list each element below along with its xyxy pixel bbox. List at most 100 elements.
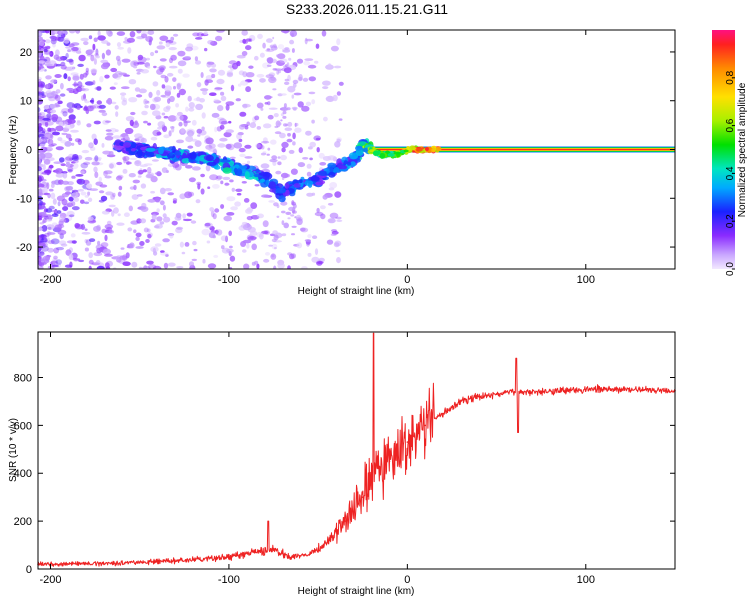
noise-blob (260, 107, 264, 111)
noise-blob (162, 238, 170, 243)
noise-blob (145, 57, 150, 61)
noise-blob (159, 58, 167, 62)
noise-blob (159, 221, 165, 225)
noise-blob (65, 52, 69, 59)
noise-blob (196, 96, 201, 102)
noise-blob (96, 265, 105, 269)
noise-blob (173, 33, 179, 37)
noise-blob (90, 146, 96, 151)
noise-blob (291, 32, 294, 38)
noise-blob (145, 100, 150, 104)
noise-blob (200, 72, 204, 78)
noise-blob (242, 239, 252, 244)
noise-blob (208, 147, 217, 152)
noise-blob (51, 114, 59, 121)
noise-blob (168, 47, 177, 51)
noise-blob (265, 252, 270, 256)
noise-blob (38, 133, 45, 138)
y-tick-label: 200 (14, 516, 32, 528)
noise-blob (99, 76, 104, 83)
ridge-blob (349, 161, 356, 168)
noise-blob (276, 54, 280, 58)
noise-blob (256, 126, 261, 130)
x-tick-label: -100 (218, 274, 240, 286)
noise-blob (196, 82, 202, 88)
noise-blob (254, 260, 259, 265)
noise-blob (113, 82, 118, 85)
noise-blob (292, 210, 297, 214)
noise-blob (318, 152, 325, 159)
noise-blob (266, 38, 273, 43)
noise-blob (329, 182, 338, 189)
noise-blob (140, 69, 150, 74)
noise-blob (266, 48, 271, 51)
noise-blob (169, 233, 174, 239)
noise-blob (257, 213, 264, 219)
noise-blob (133, 61, 140, 66)
noise-blob (241, 51, 248, 56)
noise-blob (192, 32, 200, 37)
ridge-blob (310, 176, 320, 182)
noise-blob (172, 77, 177, 82)
ridge-blob (403, 149, 409, 153)
noise-blob (229, 179, 234, 183)
noise-blob (94, 155, 99, 162)
noise-blob (38, 78, 42, 85)
noise-blob (308, 91, 316, 95)
noise-blob (38, 215, 43, 220)
noise-blob (332, 94, 338, 102)
ridge-blob (182, 152, 187, 159)
noise-blob (201, 126, 205, 131)
noise-blob (129, 242, 135, 249)
noise-blob (85, 70, 89, 76)
noise-blob (237, 83, 242, 87)
noise-blob (280, 201, 288, 206)
noise-blob (84, 228, 88, 231)
noise-blob (73, 81, 78, 88)
noise-blob (90, 54, 95, 62)
noise-blob (269, 158, 278, 163)
noise-blob (287, 85, 296, 93)
noise-blob (202, 90, 208, 96)
snr-data-point (406, 441, 409, 443)
noise-blob (105, 191, 114, 196)
noise-blob (57, 100, 63, 105)
noise-blob (205, 137, 214, 145)
noise-blob (147, 122, 152, 126)
noise-blob (129, 31, 136, 38)
noise-blob (101, 228, 107, 234)
noise-blob (274, 247, 277, 250)
noise-blob (92, 43, 96, 51)
noise-blob (272, 36, 275, 40)
noise-blob (188, 261, 195, 267)
noise-blob (129, 157, 137, 161)
noise-blob (139, 218, 147, 224)
noise-blob (174, 215, 182, 221)
noise-blob (38, 98, 44, 105)
noise-blob (139, 241, 145, 246)
noise-blob (219, 124, 225, 130)
noise-blob (268, 72, 276, 77)
noise-blob (53, 247, 60, 254)
noise-blob (246, 160, 251, 164)
noise-blob (220, 180, 224, 185)
noise-blob (223, 215, 232, 222)
noise-blob (187, 145, 194, 149)
noise-blob (124, 135, 129, 140)
noise-blob (117, 191, 122, 197)
noise-blob (55, 259, 62, 265)
noise-blob (46, 218, 53, 222)
noise-blob (242, 103, 248, 109)
noise-blob (66, 161, 71, 168)
noise-blob (109, 127, 117, 133)
noise-blob (306, 192, 314, 197)
noise-blob (325, 95, 335, 102)
noise-blob (296, 58, 304, 64)
noise-blob (61, 30, 68, 36)
noise-blob (235, 188, 243, 192)
noise-blob (116, 222, 125, 226)
noise-blob (38, 62, 44, 67)
noise-blob (215, 176, 222, 181)
noise-blob (314, 248, 319, 256)
noise-blob (38, 192, 44, 196)
